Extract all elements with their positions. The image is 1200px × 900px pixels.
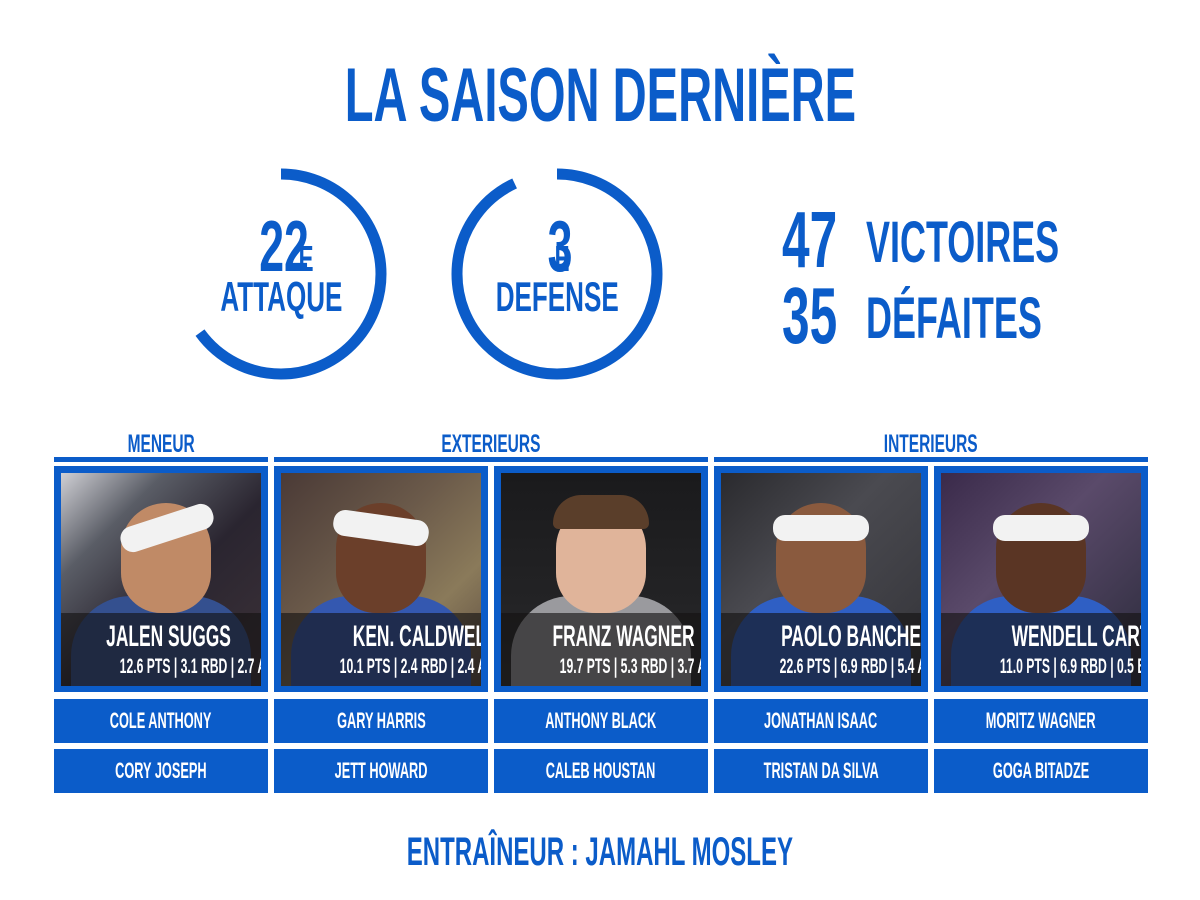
starter-card: JALEN SUGGS 12.6 PTS | 3.1 RBD | 2.7 AST <box>54 466 268 692</box>
offense-rank-suffix: E <box>298 238 314 279</box>
bench-player-name: JONATHAN ISAAC <box>764 708 878 733</box>
stats-overlay: JALEN SUGGS 12.6 PTS | 3.1 RBD | 2.7 AST <box>61 613 261 686</box>
bench-player: ANTHONY BLACK <box>494 699 708 743</box>
bench-player: CORY JOSEPH <box>54 749 268 793</box>
offense-label: ATTAQUE <box>166 276 396 318</box>
bench-player-name: COLE ANTHONY <box>110 708 212 733</box>
losses-label: DÉFAITES <box>866 286 1042 351</box>
defense-rank-suffix: E <box>554 238 570 279</box>
bench-player: TRISTAN DA SILVA <box>714 749 928 793</box>
defense-label: DEFENSE <box>442 276 672 318</box>
starter-card: FRANZ WAGNER 19.7 PTS | 5.3 RBD | 3.7 AS… <box>494 466 708 692</box>
stats-overlay: WENDELL CARTER JR. 11.0 PTS | 6.9 RBD | … <box>941 613 1141 686</box>
player-photo: WENDELL CARTER JR. 11.0 PTS | 6.9 RBD | … <box>941 473 1141 686</box>
bench-player: JETT HOWARD <box>274 749 488 793</box>
starter-card: PAOLO BANCHERO 22.6 PTS | 6.9 RBD | 5.4 … <box>714 466 928 692</box>
offense-progress-ring-icon <box>175 168 387 380</box>
defense-label-text: DEFENSE <box>495 273 619 320</box>
player-photo: PAOLO BANCHERO 22.6 PTS | 6.9 RBD | 5.4 … <box>721 473 921 686</box>
section-header-interieurs: INTERIEURS <box>714 430 1148 464</box>
page-title: LA SAISON DERNIÈRE <box>0 58 1200 134</box>
stats-overlay: FRANZ WAGNER 19.7 PTS | 5.3 RBD | 3.7 AS… <box>501 613 701 686</box>
wins-row: 47 VICTOIRES <box>782 200 1082 280</box>
bench-player-name: ANTHONY BLACK <box>545 708 657 733</box>
player-stats: 10.1 PTS | 2.4 RBD | 2.4 AST <box>339 655 481 678</box>
stats-overlay: PAOLO BANCHERO 22.6 PTS | 6.9 RBD | 5.4 … <box>721 613 921 686</box>
player-stats: 12.6 PTS | 3.1 RBD | 2.7 AST <box>119 655 261 678</box>
offense-ranking: 22E ATTAQUE <box>166 159 396 389</box>
page-title-text: LA SAISON DERNIÈRE <box>344 53 856 138</box>
bench-player: JONATHAN ISAAC <box>714 699 928 743</box>
bench-player: GOGA BITADZE <box>934 749 1148 793</box>
bench-player: GARY HARRIS <box>274 699 488 743</box>
bench-player-name: GOGA BITADZE <box>992 758 1090 783</box>
section-divider <box>714 457 1148 462</box>
bench-player-name: CALEB HOUSTAN <box>546 758 656 783</box>
offense-label-text: ATTAQUE <box>219 273 342 320</box>
player-stats: 22.6 PTS | 6.9 RBD | 5.4 AST <box>779 655 921 678</box>
section-label: EXTERIEURS <box>441 430 541 458</box>
offense-rank: 22E <box>166 211 396 283</box>
bench-player-name: JETT HOWARD <box>334 758 428 783</box>
player-name: PAOLO BANCHERO <box>781 620 921 653</box>
starter-card: WENDELL CARTER JR. 11.0 PTS | 6.9 RBD | … <box>934 466 1148 692</box>
player-stats: 19.7 PTS | 5.3 RBD | 3.7 AST <box>559 655 701 678</box>
section-label: MENEUR <box>127 430 195 458</box>
bench-player-name: MORITZ WAGNER <box>986 708 1096 733</box>
coach-line: ENTRAÎNEUR : JAMAHL MOSLEY <box>0 832 1200 872</box>
bench-player: CALEB HOUSTAN <box>494 749 708 793</box>
player-name: JALEN SUGGS <box>106 620 231 653</box>
defense-ranking: 3E DEFENSE <box>442 159 672 389</box>
section-header-exterieurs: EXTERIEURS <box>274 430 708 464</box>
defense-rank-number: 3 <box>547 207 573 287</box>
losses-row: 35 DÉFAITES <box>782 276 1082 356</box>
wins-label: VICTOIRES <box>866 210 1060 275</box>
player-name: FRANZ WAGNER <box>552 620 695 653</box>
section-header-meneur: MENEUR <box>54 430 268 464</box>
defense-rank: 3E <box>442 211 672 283</box>
section-divider <box>274 457 708 462</box>
player-photo: KEN. CALDWELL-POPE 10.1 PTS | 2.4 RBD | … <box>281 473 481 686</box>
wins-count: 47 <box>782 195 838 284</box>
section-label: INTERIEURS <box>884 430 978 458</box>
bench-player-name: TRISTAN DA SILVA <box>763 758 879 783</box>
bench-player-name: CORY JOSEPH <box>115 758 207 783</box>
defense-progress-ring-icon <box>451 168 663 380</box>
coach-text: ENTRAÎNEUR : JAMAHL MOSLEY <box>406 830 794 874</box>
player-name: KEN. CALDWELL-POPE <box>352 620 481 653</box>
player-photo: JALEN SUGGS 12.6 PTS | 3.1 RBD | 2.7 AST <box>61 473 261 686</box>
section-divider <box>54 457 268 462</box>
offense-rank-number: 22 <box>259 207 309 287</box>
starter-card: KEN. CALDWELL-POPE 10.1 PTS | 2.4 RBD | … <box>274 466 488 692</box>
bench-player: MORITZ WAGNER <box>934 699 1148 743</box>
player-name: WENDELL CARTER JR. <box>1011 620 1141 653</box>
bench-player-name: GARY HARRIS <box>336 708 426 733</box>
player-stats: 11.0 PTS | 6.9 RBD | 0.5 BLK <box>999 655 1141 678</box>
season-record: 47 VICTOIRES 35 DÉFAITES <box>782 200 1082 356</box>
losses-count: 35 <box>782 271 838 360</box>
stats-overlay: KEN. CALDWELL-POPE 10.1 PTS | 2.4 RBD | … <box>281 613 481 686</box>
player-photo: FRANZ WAGNER 19.7 PTS | 5.3 RBD | 3.7 AS… <box>501 473 701 686</box>
bench-player: COLE ANTHONY <box>54 699 268 743</box>
